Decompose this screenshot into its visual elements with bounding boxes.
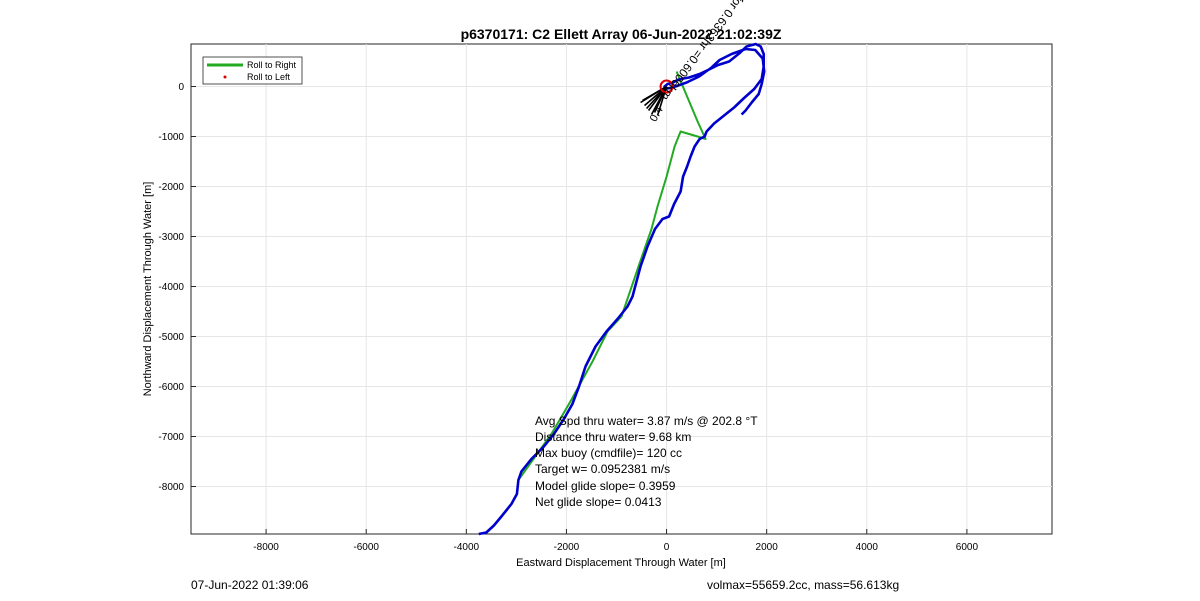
grid — [191, 44, 1052, 534]
stat-model-glide: Model glide slope= 0.3959 — [535, 479, 676, 493]
x-tick-label: -2000 — [554, 542, 580, 553]
x-axis-label: Eastward Displacement Through Water [m] — [516, 557, 726, 569]
y-tick-label: -6000 — [158, 382, 184, 393]
stat-avg-speed: Avg Spd thru water= 3.87 m/s @ 202.8 °T — [535, 414, 758, 428]
x-tick-label: 4000 — [856, 542, 879, 553]
y-tick-label: -8000 — [158, 482, 184, 493]
stat-max-buoy: Max buoy (cmdfile)= 120 cc — [535, 446, 682, 460]
x-tick-label: 6000 — [956, 542, 979, 553]
legend-roll-left-label: Roll to Left — [247, 72, 291, 82]
legend: Roll to Right Roll to Left — [202, 56, 303, 85]
stat-net-glide: Net glide slope= 0.0413 — [535, 495, 662, 509]
footer-volmax: volmax=55659.2cc, mass=56.613kg — [707, 578, 900, 592]
series-layer — [478, 42, 766, 536]
y-tick-label: -4000 — [158, 282, 184, 293]
legend-box — [202, 56, 303, 85]
y-axis-label: Northward Displacement Through Water [m] — [142, 182, 154, 397]
footer-timestamp: 07-Jun-2022 01:39:06 — [191, 578, 309, 592]
stat-distance: Distance thru water= 9.68 km — [535, 430, 691, 444]
y-tick-label: -5000 — [158, 332, 184, 343]
chart-title: p6370171: C2 Ellett Array 06-Jun-2022 21… — [461, 26, 782, 42]
y-tick-label: -7000 — [158, 432, 184, 443]
axis-ticks: -8000 -6000 -4000 -2000 0 2000 4000 6000 0 -1000 -… — [158, 82, 978, 553]
legend-roll-right-label: Roll to Right — [247, 60, 297, 70]
current-arrow — [642, 85, 667, 102]
plot-area — [190, 43, 1053, 535]
y-tick-label: 0 — [178, 82, 184, 93]
y-tick-label: -1000 — [158, 132, 184, 143]
start-marker — [659, 79, 674, 94]
x-tick-label: 2000 — [756, 542, 779, 553]
legend-roll-left-swatch — [223, 75, 227, 79]
x-tick-label: -8000 — [253, 542, 279, 553]
series-track-line — [478, 42, 766, 536]
y-tick-label: -3000 — [158, 232, 184, 243]
stat-target-w: Target w= 0.0952381 m/s — [535, 462, 670, 476]
y-tick-label: -2000 — [158, 182, 184, 193]
x-tick-label: -4000 — [454, 542, 480, 553]
stats-block: Avg Spd thru water= 3.87 m/s @ 202.8 °T … — [535, 414, 758, 509]
x-tick-label: 0 — [664, 542, 670, 553]
x-tick-label: -6000 — [353, 542, 379, 553]
